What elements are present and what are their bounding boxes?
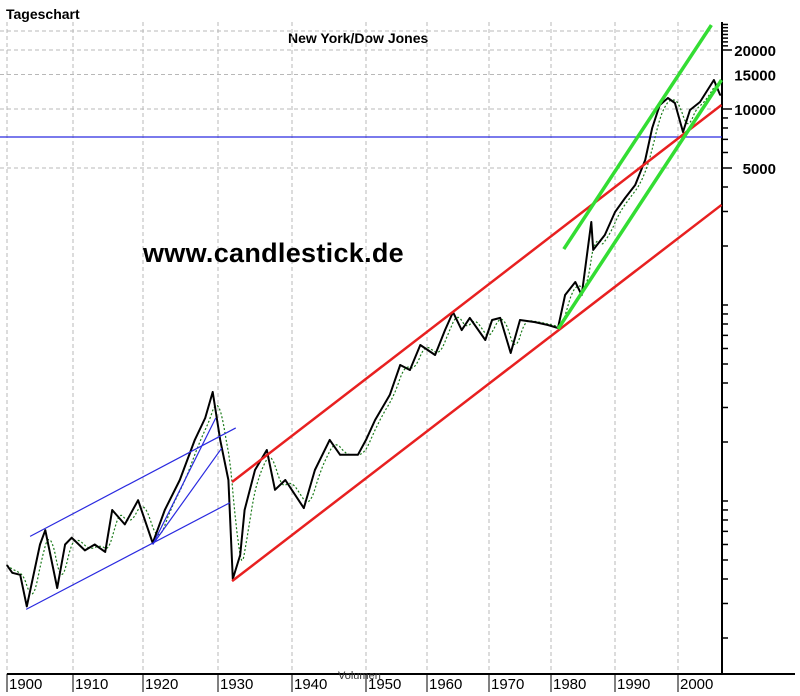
x-tick-label: 1990 — [617, 676, 650, 693]
x-tick-label: 2000 — [680, 676, 713, 693]
price-point — [328, 439, 331, 441]
price-point — [219, 439, 222, 441]
price-point — [104, 551, 106, 553]
price-point — [434, 354, 436, 356]
price-point — [667, 97, 669, 99]
price-point — [547, 324, 549, 326]
price-point — [564, 294, 566, 296]
price-point — [178, 479, 181, 481]
price-point — [624, 197, 626, 199]
price-point — [56, 587, 58, 589]
y-tick-label: 15000 — [734, 67, 776, 84]
x-tick-label: 1960 — [429, 676, 462, 693]
price-point — [339, 454, 341, 456]
price-point — [519, 319, 521, 321]
red-trend-line — [231, 203, 723, 583]
y-tick-label: 5000 — [743, 161, 776, 178]
x-axis-label: Volumen — [338, 670, 381, 682]
x-tick-label: 1980 — [553, 676, 586, 693]
chart-type-label: Tageschart — [6, 6, 80, 22]
price-point — [314, 469, 316, 471]
price-point — [484, 339, 487, 341]
price-point — [39, 543, 41, 546]
green-trend-line — [556, 79, 723, 330]
x-tick-label: 1910 — [75, 676, 108, 693]
x-tick-label: 1930 — [220, 676, 253, 693]
price-point — [26, 605, 28, 608]
price-point — [603, 234, 606, 236]
blue-trend-line — [152, 417, 217, 545]
price-point — [460, 329, 463, 331]
price-point — [651, 127, 653, 129]
price-point — [689, 109, 691, 111]
price-point — [84, 549, 86, 552]
price-point — [111, 509, 113, 511]
y-tick-label: 10000 — [734, 102, 776, 119]
price-point — [374, 419, 376, 421]
chart-title: New York/Dow Jones — [288, 30, 429, 46]
price-point — [274, 489, 276, 491]
red-trend-line — [231, 104, 723, 483]
price-point — [193, 439, 196, 441]
price-point — [409, 369, 411, 371]
price-point — [124, 523, 126, 526]
price-point — [699, 101, 701, 103]
price-point — [163, 509, 166, 511]
price-point — [19, 574, 22, 576]
price-point — [211, 391, 214, 393]
price-point — [266, 449, 268, 451]
price-point — [388, 394, 391, 396]
price-point — [682, 131, 684, 133]
price-point — [239, 554, 241, 556]
price-point — [590, 221, 593, 223]
price-point — [44, 529, 47, 531]
price-point — [509, 352, 512, 354]
green-trend-line — [562, 24, 713, 250]
blue-trend-line — [29, 427, 237, 537]
x-tick-label: 1950 — [368, 676, 401, 693]
watermark: www.candlestick.de — [143, 238, 404, 268]
price-line — [6, 79, 722, 608]
price-point — [243, 509, 246, 511]
y-tick-label: 20000 — [734, 43, 776, 60]
price-point — [6, 564, 8, 567]
price-point — [284, 479, 287, 481]
price-point — [137, 499, 139, 501]
price-point — [93, 543, 96, 546]
price-point — [719, 94, 722, 96]
price-point — [11, 572, 14, 574]
price-point — [713, 79, 715, 81]
price-point — [592, 249, 595, 251]
price-point — [365, 439, 367, 441]
blue-trend-line — [25, 502, 231, 610]
price-point — [357, 454, 359, 456]
price-point — [204, 417, 207, 419]
price-point — [468, 317, 471, 319]
price-point — [674, 102, 676, 104]
price-point — [614, 211, 616, 213]
x-tick-label: 1940 — [294, 676, 327, 693]
price-point — [491, 319, 493, 321]
price-point — [303, 507, 305, 509]
moving-average-line — [6, 84, 721, 595]
price-point — [254, 469, 256, 471]
price-point — [634, 184, 636, 186]
price-point — [419, 344, 422, 346]
price-point — [70, 536, 73, 539]
price-point — [574, 281, 577, 283]
price-point — [227, 479, 230, 481]
blue-trend-line — [152, 447, 223, 545]
price-point — [399, 364, 401, 366]
price-point — [499, 317, 501, 319]
price-point — [64, 543, 66, 546]
x-tick-label: 1920 — [145, 676, 178, 693]
price-point — [644, 159, 647, 161]
price-point — [534, 321, 536, 323]
x-tick-label: 1970 — [491, 676, 524, 693]
x-tick-label: 1900 — [9, 676, 42, 693]
price-point — [444, 329, 446, 331]
